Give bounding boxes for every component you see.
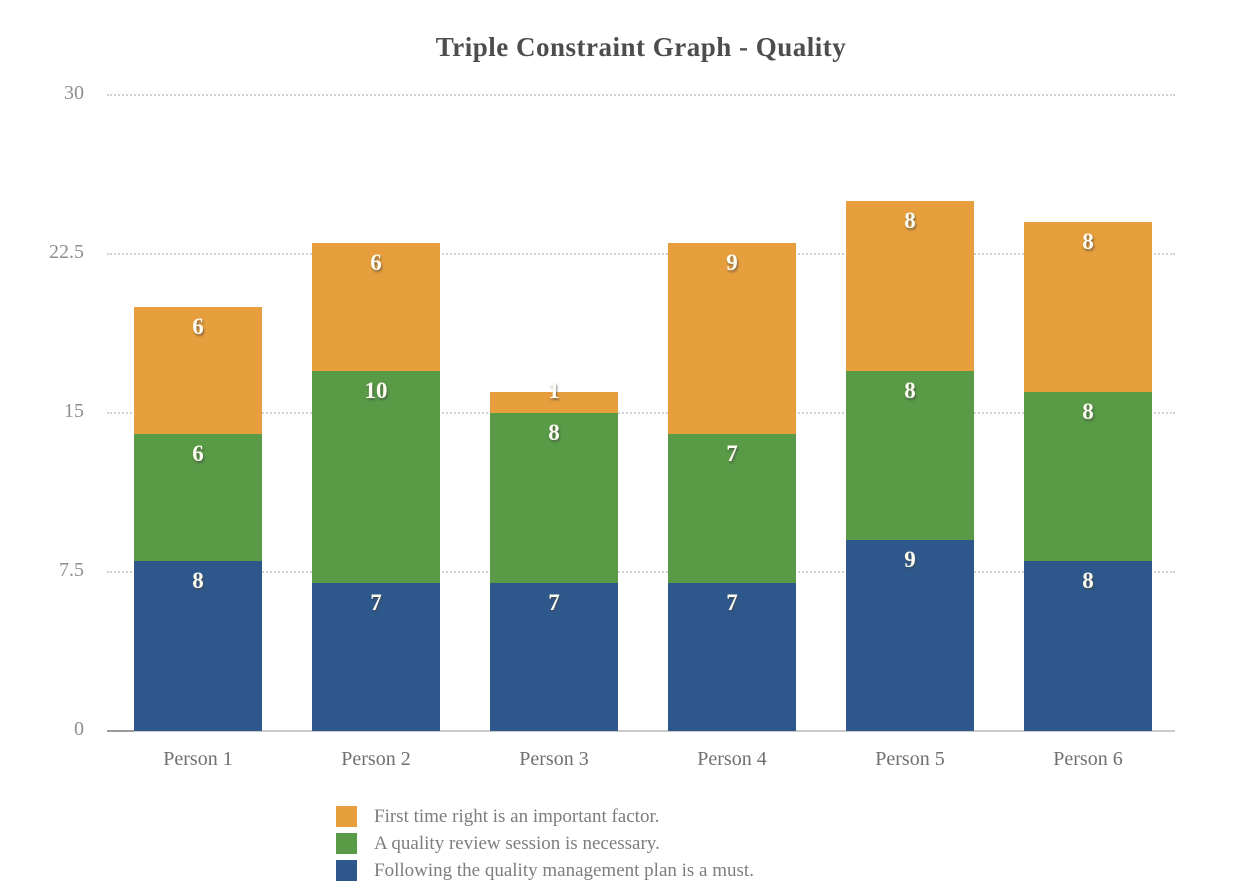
bar-value-label: 8 <box>904 377 916 403</box>
bar-value-label: 8 <box>1082 568 1094 594</box>
bar-segment <box>490 391 618 413</box>
bar-value-label: 7 <box>726 589 738 615</box>
bar-segment <box>846 370 974 541</box>
bar-value-label: 7 <box>548 589 560 615</box>
y-axis-tick-label: 7.5 <box>59 559 84 581</box>
legend-item: A quality review session is necessary. <box>336 830 754 857</box>
bar-value-label: 7 <box>370 589 382 615</box>
bar-value-label: 9 <box>904 547 916 573</box>
bar-value-label: 9 <box>726 250 738 276</box>
bar-segment <box>312 582 440 731</box>
bar-segment <box>846 540 974 731</box>
bar-segment <box>668 582 796 731</box>
bar-segment <box>1024 391 1152 562</box>
x-axis-category-label: Person 1 <box>163 748 233 770</box>
x-axis-category-label: Person 2 <box>341 748 411 770</box>
legend-swatch-icon <box>336 860 357 881</box>
x-axis-category-label: Person 6 <box>1053 748 1123 770</box>
chart-legend: First time right is an important factor.… <box>336 803 754 884</box>
bar-value-label: 6 <box>192 441 204 467</box>
bar-segment <box>490 413 618 583</box>
bar-value-label: 8 <box>1082 229 1094 255</box>
y-axis-tick-label: 15 <box>64 400 84 422</box>
bar-value-label: 6 <box>192 314 204 339</box>
bar-value-label: 7 <box>726 441 738 467</box>
bar-segment <box>846 201 974 371</box>
bar-value-label: 8 <box>548 420 560 445</box>
legend-label: A quality review session is necessary. <box>374 832 660 854</box>
gridline-y7.5 <box>107 571 1175 573</box>
bar-value-label: 1 <box>548 377 560 403</box>
bar-segment <box>134 307 262 435</box>
bar-segment <box>134 434 262 562</box>
bar-segment <box>312 370 440 583</box>
bar-value-label: 10 <box>364 377 388 403</box>
bar-value-label: 8 <box>904 208 916 233</box>
legend-item: Following the quality management plan is… <box>336 857 754 884</box>
bar-value-label: 8 <box>1082 398 1094 424</box>
zero-tick <box>107 730 134 732</box>
y-axis-tick-label: 22.5 <box>49 241 84 263</box>
gridline-y22.5 <box>107 253 1175 255</box>
bar-segment <box>490 582 618 731</box>
legend-swatch-icon <box>336 806 357 827</box>
gridline-y15 <box>107 412 1175 414</box>
legend-label: First time right is an important factor. <box>374 805 660 827</box>
bar-segment <box>134 561 262 731</box>
legend-label: Following the quality management plan is… <box>374 859 754 881</box>
gridline-y30 <box>107 94 1175 96</box>
bar-segment <box>668 434 796 583</box>
bar-segment <box>668 243 796 435</box>
bar-value-label: 6 <box>370 250 382 276</box>
legend-swatch-icon <box>336 833 357 854</box>
bar-segment <box>1024 561 1152 731</box>
x-axis-category-label: Person 3 <box>519 748 589 770</box>
legend-item: First time right is an important factor. <box>336 803 754 830</box>
x-axis-baseline <box>107 730 1175 732</box>
bar-segment <box>1024 222 1152 392</box>
x-axis-category-label: Person 4 <box>697 748 767 770</box>
chart-title: Triple Constraint Graph - Quality <box>435 32 847 62</box>
y-axis-tick-label: 30 <box>64 82 84 104</box>
bar-segment <box>312 243 440 371</box>
x-axis-category-label: Person 5 <box>875 748 945 770</box>
y-axis-tick-label: 0 <box>74 718 84 740</box>
bar-value-label: 8 <box>192 568 204 594</box>
